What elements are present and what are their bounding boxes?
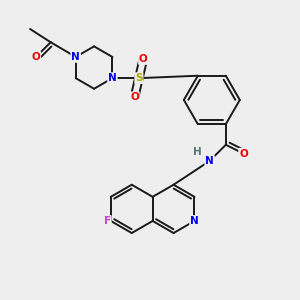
Text: O: O: [32, 52, 40, 62]
Text: O: O: [130, 92, 139, 102]
Text: N: N: [205, 156, 214, 166]
Text: N: N: [71, 52, 80, 62]
Text: S: S: [135, 73, 143, 83]
Text: F: F: [104, 216, 111, 226]
Text: N: N: [108, 73, 117, 83]
Text: O: O: [139, 54, 148, 64]
Text: N: N: [190, 216, 199, 226]
Text: H: H: [193, 147, 202, 157]
Text: O: O: [239, 148, 248, 159]
